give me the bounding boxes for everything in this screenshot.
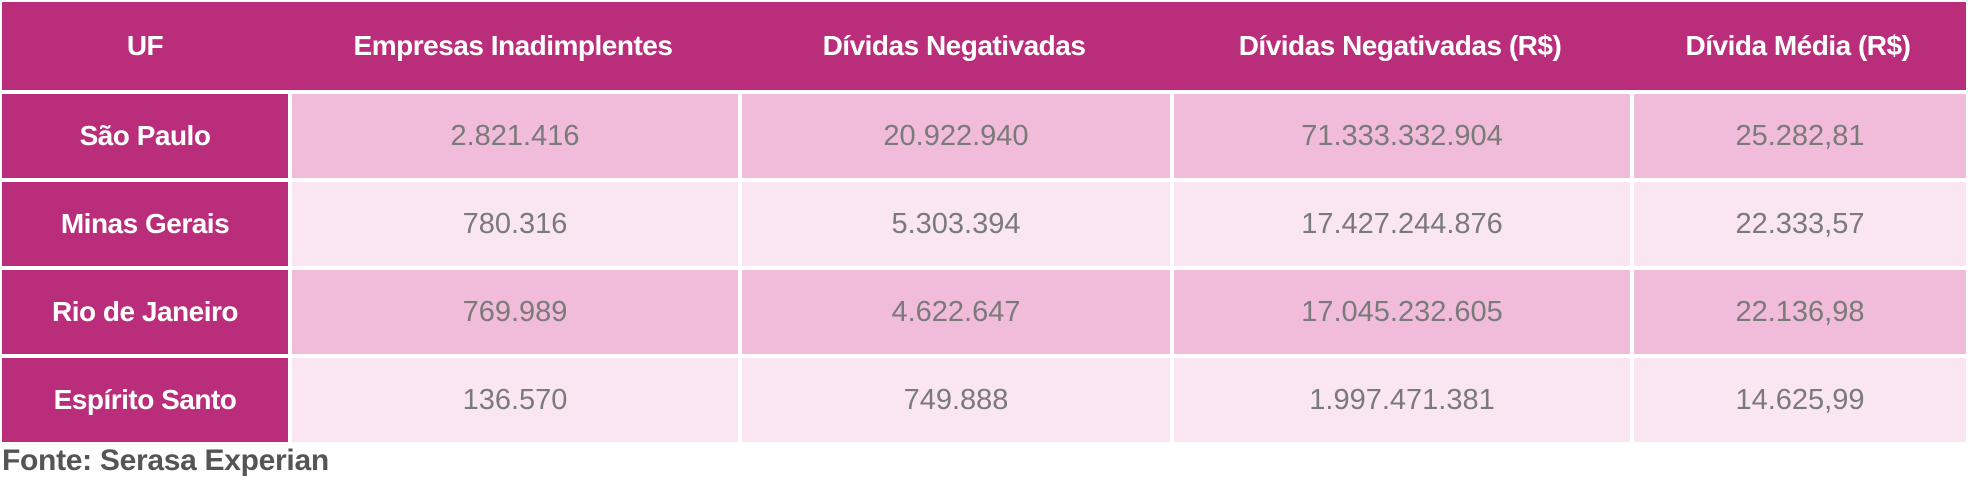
- dividas-rs-cell: 17.427.244.876: [1174, 182, 1630, 266]
- header-row: UF Empresas Inadimplentes Dívidas Negati…: [2, 2, 1966, 90]
- dividas-rs-cell: 1.997.471.381: [1174, 358, 1630, 442]
- uf-cell: Espírito Santo: [2, 358, 288, 442]
- empresas-cell: 2.821.416: [292, 94, 738, 178]
- dividas-cell: 749.888: [742, 358, 1170, 442]
- dividas-rs-cell: 71.333.332.904: [1174, 94, 1630, 178]
- dividas-cell: 20.922.940: [742, 94, 1170, 178]
- empresas-cell: 780.316: [292, 182, 738, 266]
- header-dividas-negativadas: Dívidas Negativadas: [822, 30, 1086, 61]
- empresas-cell: 769.989: [292, 270, 738, 354]
- divida-media-cell: 25.282,81: [1634, 94, 1966, 178]
- dividas-cell: 5.303.394: [742, 182, 1170, 266]
- dividas-cell: 4.622.647: [742, 270, 1170, 354]
- empresas-cell: 136.570: [292, 358, 738, 442]
- table-row: Rio de Janeiro 769.989 4.622.647 17.045.…: [2, 270, 1966, 354]
- dividas-rs-cell: 17.045.232.605: [1174, 270, 1630, 354]
- header-uf: UF: [126, 30, 164, 61]
- uf-cell: Rio de Janeiro: [2, 270, 288, 354]
- header-dividas-negativadas-rs: Dívidas Negativadas (R$): [1238, 30, 1562, 61]
- header-divida-media: Dívida Média (R$): [1685, 30, 1911, 61]
- debt-table: UF Empresas Inadimplentes Dívidas Negati…: [2, 2, 1966, 442]
- table-row: Minas Gerais 780.316 5.303.394 17.427.24…: [2, 182, 1966, 266]
- table-row: Espírito Santo 136.570 749.888 1.997.471…: [2, 358, 1966, 442]
- divida-media-cell: 22.136,98: [1634, 270, 1966, 354]
- source-caption: Fonte: Serasa Experian: [2, 444, 329, 477]
- table-row: São Paulo 2.821.416 20.922.940 71.333.33…: [2, 94, 1966, 178]
- divida-media-cell: 14.625,99: [1634, 358, 1966, 442]
- divida-media-cell: 22.333,57: [1634, 182, 1966, 266]
- header-empresas-inadimplentes: Empresas Inadimplentes: [353, 30, 673, 61]
- uf-cell: Minas Gerais: [2, 182, 288, 266]
- uf-cell: São Paulo: [2, 94, 288, 178]
